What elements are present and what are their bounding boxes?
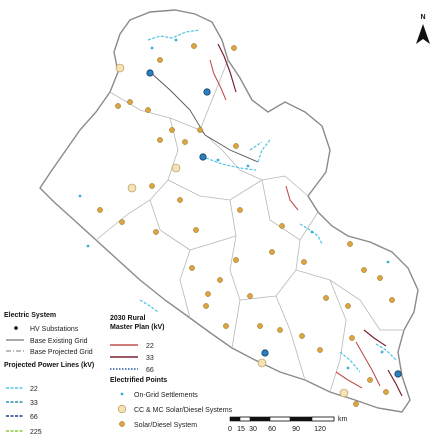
master-plan-22kv: [209, 59, 381, 389]
legend-item-plan-66kv: 66: [146, 367, 154, 374]
legend-item-33kv: 33: [30, 400, 38, 407]
legend-right: 2030 Rural Master Plan (kV) 22 33 66 Ele…: [110, 315, 233, 429]
on-grid-settlements: [78, 38, 390, 370]
cc-mc-legend-icon: [117, 404, 127, 414]
scale-tick-15: 15: [237, 426, 245, 433]
hv-substation-marker: [394, 370, 402, 378]
north-arrow: N: [416, 14, 430, 44]
legend-item-on-grid: On-Grid Settlements: [134, 392, 198, 399]
legend-left: Electric System HV Substations Base Exis…: [4, 312, 94, 436]
cc-mc-marker: [257, 358, 267, 368]
master-plan-33kv: [217, 43, 403, 397]
hv-substation-marker: [261, 349, 269, 357]
base-grid-lines: [149, 71, 259, 163]
legend-master-plan-title-line1: 2030 Rural: [110, 315, 145, 322]
legend-item-plan-22kv: 22: [146, 343, 154, 350]
hv-substation-legend-icon: [14, 326, 18, 330]
cc-mc-marker: [115, 63, 125, 73]
scale-tick-0: 0: [228, 426, 232, 433]
scale-tick-60: 60: [268, 426, 276, 433]
hv-substations: [146, 69, 402, 378]
country-outline: [39, 9, 419, 413]
hv-substation-marker: [203, 88, 211, 96]
legend-master-plan-title-line2: Master Plan (kV): [110, 324, 164, 331]
legend-item-plan-33kv: 33: [146, 355, 154, 362]
legend-item-existing-grid: Base Existing Grid: [30, 338, 88, 345]
on-grid-legend-icon: [120, 392, 124, 396]
legend-item-66kv: 66: [30, 414, 38, 421]
legend-projected-lines-title: Projected Power Lines (kV): [4, 362, 94, 369]
scale-bar: 0 15 30 60 90 120 km: [228, 416, 347, 433]
north-arrow-letter: N: [420, 14, 425, 21]
legend-item-22kv: 22: [30, 386, 38, 393]
cc-mc-systems: [115, 63, 349, 398]
legend-item-hv-substations: HV Substations: [30, 326, 79, 333]
projected-lines-22kv: [139, 29, 397, 373]
cc-mc-marker: [127, 183, 137, 193]
north-arrow-icon: [416, 24, 430, 44]
scale-tick-30: 30: [249, 426, 257, 433]
legend-electric-system-title: Electric System: [4, 312, 56, 319]
scale-tick-90: 90: [292, 426, 300, 433]
legend-item-cc-mc: CC & MC Solar/Diesel Systems: [134, 407, 233, 414]
hv-substation-marker: [199, 153, 207, 161]
cc-mc-marker: [171, 163, 181, 173]
cc-mc-marker: [339, 388, 349, 398]
legend-item-solar-diesel: Solar/Diesel System: [134, 422, 197, 429]
scale-tick-120: 120: [314, 426, 326, 433]
legend-item-projected-grid: Base Projected Grid: [30, 349, 93, 356]
hv-substation-marker: [146, 69, 154, 77]
legend-electrified-points-title: Electrified Points: [110, 377, 167, 384]
legend-item-225kv: 225: [30, 429, 42, 436]
scale-unit: km: [338, 416, 348, 423]
solar-diesel-systems: [97, 43, 395, 407]
solar-diesel-legend-icon: [119, 421, 125, 427]
